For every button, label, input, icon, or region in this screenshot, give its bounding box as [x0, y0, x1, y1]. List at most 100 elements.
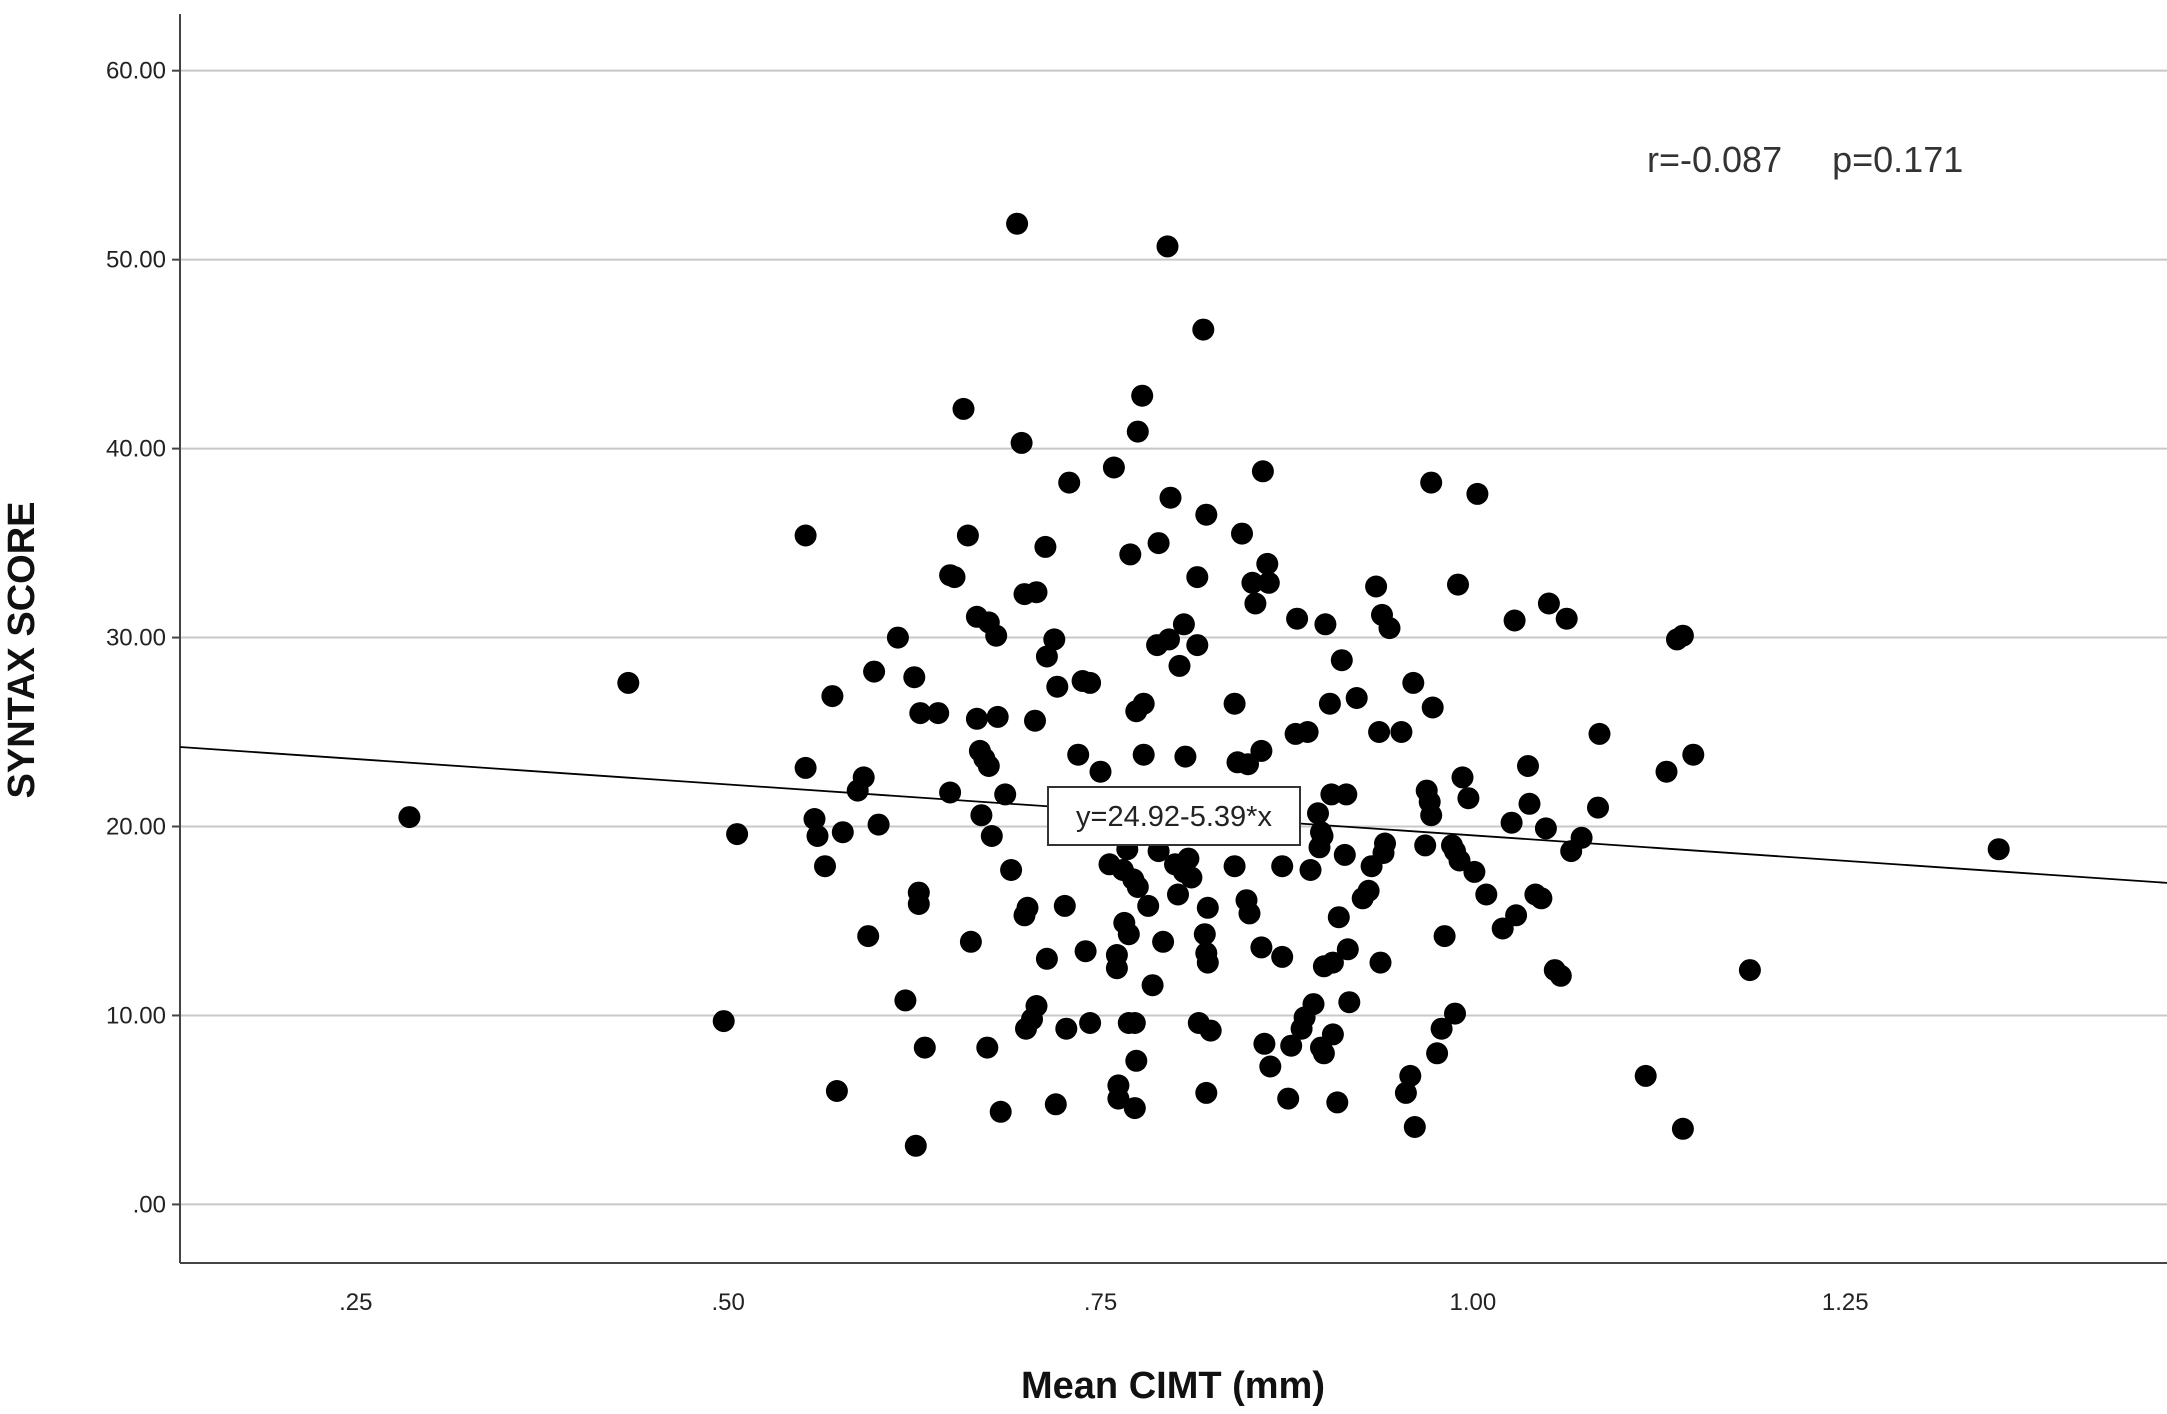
data-point [977, 755, 1000, 777]
y-tick-label: 40.00 [106, 436, 166, 463]
data-point [1414, 834, 1437, 857]
data-point [1475, 883, 1498, 906]
data-point [1420, 804, 1443, 827]
data-point [939, 781, 962, 804]
data-point [1196, 896, 1219, 919]
data-point [1500, 811, 1523, 834]
y-tick-label: .00 [133, 1191, 166, 1218]
data-point [1253, 1032, 1276, 1055]
data-point [1403, 1116, 1426, 1138]
y-tick-label: 10.00 [106, 1002, 166, 1029]
data-point [909, 702, 932, 725]
x-tick-label: .50 [711, 1289, 744, 1316]
data-point [1010, 431, 1033, 454]
data-point [1167, 883, 1189, 906]
data-point [1177, 847, 1200, 870]
data-point [1141, 974, 1164, 997]
data-point [1682, 743, 1705, 766]
data-point [989, 1100, 1012, 1123]
data-point [943, 566, 966, 589]
data-point [1447, 573, 1469, 596]
data-point [617, 671, 640, 694]
data-point [1053, 894, 1076, 917]
data-point [1244, 592, 1267, 615]
data-point [1570, 826, 1593, 849]
data-point [1137, 894, 1160, 917]
data-point [1466, 482, 1489, 505]
data-point [1123, 1097, 1146, 1120]
data-point [1321, 1023, 1344, 1046]
data-point [814, 855, 836, 878]
data-point [1079, 671, 1102, 694]
data-point [956, 524, 979, 547]
data-point [857, 925, 880, 948]
data-point [1271, 855, 1294, 878]
data-point [1126, 420, 1149, 443]
data-point [903, 666, 926, 689]
data-point [1655, 760, 1678, 783]
data-point [1123, 1012, 1146, 1034]
data-point [1399, 1064, 1422, 1087]
data-point [1588, 722, 1611, 745]
data-point [1192, 318, 1215, 341]
data-point [976, 1036, 999, 1059]
data-point [1195, 503, 1218, 526]
data-point [1186, 566, 1209, 589]
data-point [913, 1036, 936, 1059]
data-point [1357, 879, 1380, 902]
data-point [1195, 1081, 1218, 1104]
data-point [970, 804, 993, 827]
data-point [1196, 951, 1219, 974]
data-point [825, 1080, 848, 1102]
data-point [1321, 951, 1344, 974]
data-point [831, 821, 854, 844]
data-point [1044, 1093, 1067, 1116]
y-tick-label: 50.00 [106, 247, 166, 274]
data-point [794, 756, 817, 779]
data-point [1257, 571, 1280, 594]
data-point [1327, 906, 1350, 929]
data-point [1125, 1049, 1148, 1072]
data-point [1089, 760, 1112, 783]
data-point [1250, 739, 1273, 762]
data-point [1172, 613, 1195, 636]
data-point [1518, 792, 1541, 815]
data-point [1426, 1042, 1449, 1065]
data-point [1330, 649, 1353, 672]
data-point [1006, 212, 1029, 235]
data-point [1457, 787, 1480, 810]
data-point [1159, 486, 1182, 509]
data-point [1307, 802, 1329, 825]
data-point [1430, 1017, 1453, 1040]
data-point [1055, 1017, 1078, 1040]
x-tick-label: 1.00 [1450, 1289, 1497, 1316]
data-point [1016, 896, 1039, 919]
data-point [1517, 755, 1539, 777]
data-point [1256, 552, 1279, 575]
data-point [1537, 592, 1560, 615]
data-point [1180, 866, 1203, 889]
data-point [1147, 532, 1170, 555]
data-point [1250, 936, 1273, 959]
data-point [803, 808, 826, 830]
data-point [1058, 471, 1081, 494]
data-point [1237, 753, 1259, 776]
data-point [1131, 384, 1154, 407]
data-point [985, 624, 1008, 647]
data-point [994, 783, 1017, 806]
data-point [1117, 923, 1140, 946]
data-point [794, 524, 817, 547]
data-point [1402, 671, 1425, 694]
equation-box [1047, 786, 1301, 846]
data-point [1345, 687, 1368, 709]
data-point [1491, 917, 1514, 940]
data-point [1277, 1087, 1300, 1110]
data-point [1463, 860, 1486, 883]
data-point [1335, 783, 1358, 806]
data-point [1168, 654, 1191, 677]
y-axis-title: SYNTAX SCORE [1, 501, 43, 798]
data-point [1338, 991, 1361, 1014]
data-point [1369, 951, 1392, 974]
data-point [1311, 825, 1334, 847]
data-point [1238, 902, 1261, 925]
